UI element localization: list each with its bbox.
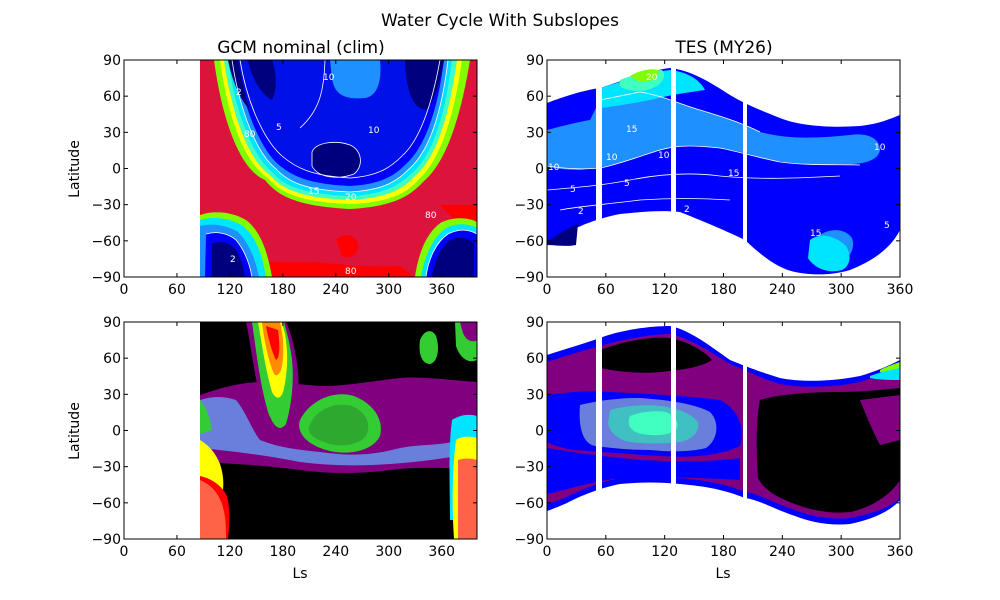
- contour-label: 10: [323, 73, 335, 83]
- y-tick-label: −60: [91, 496, 121, 512]
- x-tick-label: 180: [710, 544, 737, 560]
- contour-labels: 10 2 5 10 20 15 80 80 2 80: [230, 73, 437, 277]
- y-tick-label: −90: [91, 270, 121, 286]
- x-tick-label: 240: [769, 282, 796, 298]
- y-tick-label: −60: [514, 234, 544, 250]
- contour-label: 2: [236, 88, 242, 98]
- x-tick-label: 120: [217, 544, 244, 560]
- y-tick-label: 60: [103, 351, 121, 367]
- x-tick-label: 0: [543, 544, 552, 560]
- x-tick-label: 240: [322, 282, 349, 298]
- y-tick-label: −60: [91, 234, 121, 250]
- y-tick-label: 90: [526, 315, 544, 331]
- contour-label: 15: [308, 187, 319, 197]
- contour-label: 2: [230, 255, 236, 265]
- y-tick-label: 90: [103, 53, 121, 69]
- contour-label: 5: [624, 179, 630, 189]
- contour-label: 10: [874, 143, 886, 153]
- x-tick-label: 360: [887, 544, 914, 560]
- y-tick-label: 30: [526, 125, 544, 141]
- contour-label: 2: [578, 207, 584, 217]
- contour-label: 2: [684, 205, 690, 215]
- x-tick-label: 60: [597, 544, 615, 560]
- x-tick-label: 60: [597, 282, 615, 298]
- y-tick-label: 90: [526, 53, 544, 69]
- y-tick-label: 30: [526, 387, 544, 403]
- x-tick-label: 360: [428, 544, 455, 560]
- x-tick-label: 360: [887, 282, 914, 298]
- x-axis-label: Ls: [715, 566, 730, 582]
- y-axis-label: Latitude: [67, 140, 83, 198]
- contour-label: 15: [728, 169, 739, 179]
- x-tick-label: 120: [651, 282, 678, 298]
- x-tick-label: 240: [322, 544, 349, 560]
- y-axis-label: Latitude: [67, 402, 83, 460]
- y-tick-label: −30: [91, 198, 121, 214]
- contour-label: 80: [244, 130, 256, 140]
- contour-field: [547, 322, 900, 539]
- x-tick-label: 300: [828, 544, 855, 560]
- y-tick-label: 60: [103, 89, 121, 105]
- y-tick-label: −90: [91, 532, 121, 548]
- x-tick-label: 240: [769, 544, 796, 560]
- contour-label: 5: [276, 123, 282, 133]
- figure-title: Water Cycle With Subslopes: [381, 11, 619, 31]
- x-tick-label: 180: [269, 544, 296, 560]
- x-tick-label: 0: [120, 282, 129, 298]
- contour-label: 10: [368, 126, 380, 136]
- contour-field: [547, 60, 900, 277]
- contour-label: 10: [606, 153, 618, 163]
- y-tick-label: 30: [103, 387, 121, 403]
- panel-tes-top: TES (MY26) 10 5 2 10 15: [514, 38, 913, 298]
- y-tick-label: 60: [526, 89, 544, 105]
- x-tick-label: 0: [543, 282, 552, 298]
- contour-label: 10: [658, 151, 670, 161]
- y-tick-label: 0: [112, 424, 121, 440]
- x-tick-label: 60: [168, 282, 186, 298]
- contour-label: 5: [570, 185, 576, 195]
- y-tick-label: 60: [526, 351, 544, 367]
- y-tick-label: −90: [514, 270, 544, 286]
- y-tick-label: 0: [535, 424, 544, 440]
- x-tick-label: 300: [375, 282, 402, 298]
- contour-label: 15: [626, 125, 637, 135]
- y-tick-label: −30: [91, 460, 121, 476]
- contour-label: 20: [345, 193, 357, 203]
- contour-field: [200, 322, 477, 539]
- x-tick-label: 360: [428, 282, 455, 298]
- y-tick-label: 0: [112, 162, 121, 178]
- contour-label: 15: [810, 229, 821, 239]
- y-tick-label: 0: [535, 162, 544, 178]
- y-tick-label: −30: [514, 198, 544, 214]
- x-tick-label: 120: [217, 282, 244, 298]
- panel-title-tes: TES (MY26): [674, 38, 772, 58]
- y-tick-label: 30: [103, 125, 121, 141]
- x-tick-label: 300: [375, 544, 402, 560]
- panel-title-gcm: GCM nominal (clim): [217, 38, 385, 58]
- y-tick-label: −60: [514, 496, 544, 512]
- x-tick-label: 0: [120, 544, 129, 560]
- y-tick-label: 90: [103, 315, 121, 331]
- contour-label: 10: [548, 163, 560, 173]
- x-tick-label: 300: [828, 282, 855, 298]
- contour-label: 5: [884, 221, 890, 231]
- panel-gcm-bottom: Latitude Ls 0 60 120 180 240 300 360: [67, 315, 478, 582]
- panel-gcm-top: GCM nominal (clim) Latitude: [67, 38, 478, 298]
- x-axis-label: Ls: [292, 566, 307, 582]
- x-tick-label: 60: [168, 544, 186, 560]
- y-tick-label: −90: [514, 532, 544, 548]
- contour-label: 20: [646, 73, 658, 83]
- y-tick-label: −30: [514, 460, 544, 476]
- x-tick-label: 180: [710, 282, 737, 298]
- x-tick-label: 180: [269, 282, 296, 298]
- contour-field: [200, 60, 477, 277]
- x-tick-label: 120: [651, 544, 678, 560]
- contour-label: 80: [345, 267, 357, 277]
- contour-label: 80: [425, 211, 437, 221]
- contour-labels: 10 5 2 10 15 20 10 15 5 2 15 10 5: [548, 73, 890, 239]
